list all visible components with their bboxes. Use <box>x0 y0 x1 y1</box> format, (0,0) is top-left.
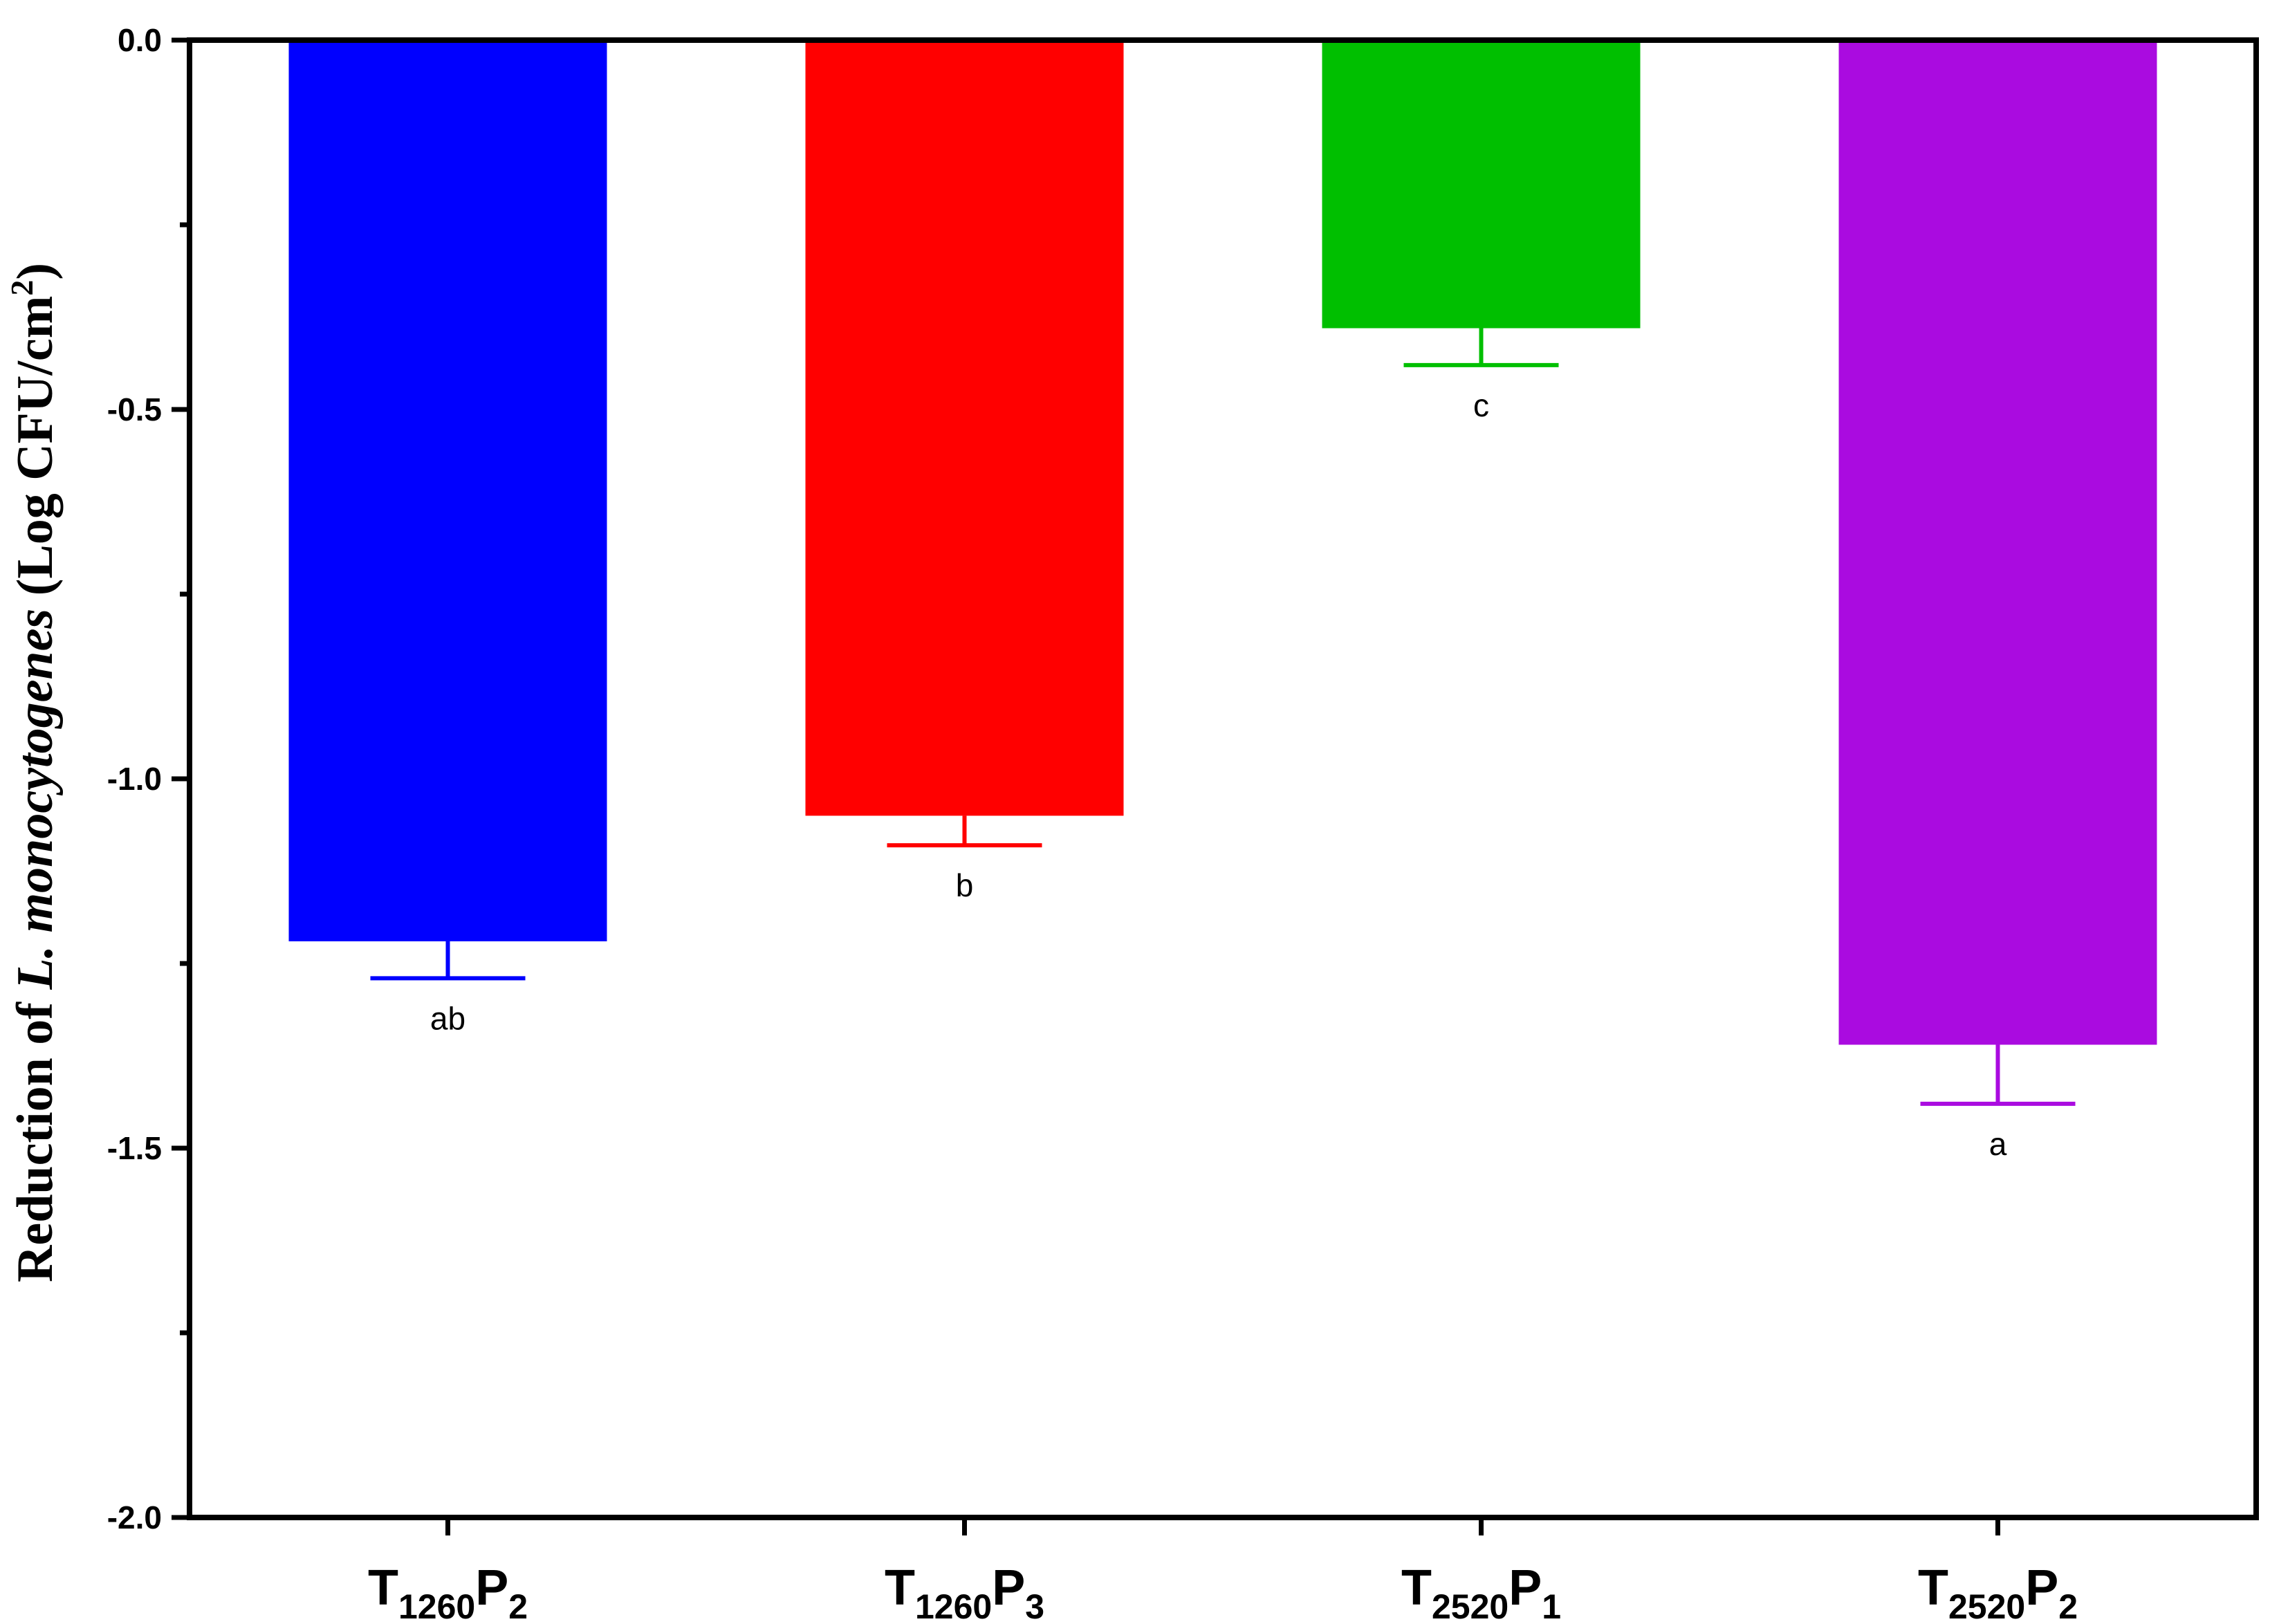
x-tick-label-4: T2520P2 <box>1918 1560 2078 1624</box>
bar-3 <box>1322 40 1641 329</box>
y-axis-label: Reduction of L. monocytogenes (Log CFU/c… <box>4 263 64 1282</box>
y-tick-label: -1.0 <box>107 761 162 797</box>
error-bar-2 <box>887 815 1042 848</box>
y-axis-label-unit-sup: 2 <box>4 280 39 296</box>
y-axis-label-species: L. monocytogenes <box>7 609 64 990</box>
y-axis-label-prefix: Reduction of <box>7 990 64 1282</box>
y-tick-label: -0.5 <box>107 391 162 427</box>
bar-1 <box>288 40 607 941</box>
y-tick-label: 0.0 <box>118 22 162 58</box>
x-tick-label-3: T2520P1 <box>1401 1560 1561 1624</box>
y-tick-label: -1.5 <box>107 1130 162 1166</box>
error-bar-1 <box>370 941 526 981</box>
y-axis-label-unit: (Log CFU/cm <box>7 296 64 609</box>
labels-layer: ab T1260P2 b T1260P3 c T2520P1 a T2520P2 0.0 -0.5… <box>107 22 2078 1624</box>
x-axis-ticks <box>445 1517 2000 1535</box>
significance-label-3: c <box>1473 387 1489 423</box>
bars-layer <box>288 40 2157 1045</box>
y-tick-label: -2.0 <box>107 1500 162 1535</box>
significance-label-2: b <box>956 867 974 903</box>
significance-label-1: ab <box>430 1000 465 1036</box>
bar-4 <box>1838 40 2157 1045</box>
bar-2 <box>805 40 1124 816</box>
error-bar-4 <box>1920 1044 2076 1106</box>
x-tick-label-1: T1260P2 <box>368 1560 528 1624</box>
error-bars-layer <box>370 328 2076 1106</box>
y-axis-ticks <box>172 37 190 1520</box>
error-bar-3 <box>1403 328 1559 367</box>
x-tick-label-2: T1260P3 <box>885 1560 1044 1624</box>
significance-label-4: a <box>1989 1126 2007 1162</box>
y-axis-label-unit-close: ) <box>7 263 64 280</box>
